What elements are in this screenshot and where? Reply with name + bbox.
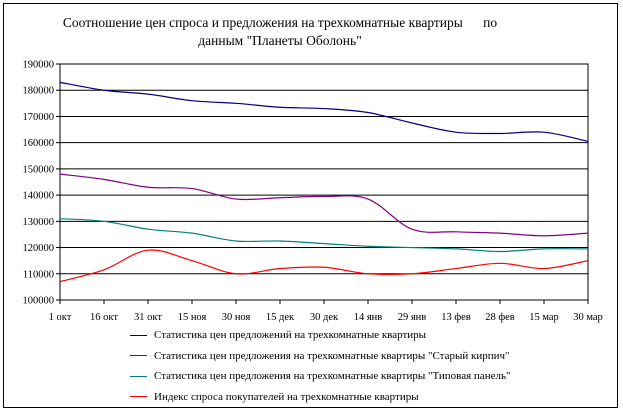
x-tick-label: 16 окт bbox=[90, 312, 118, 323]
legend: Статистика цен предложений на трехкомнат… bbox=[130, 325, 600, 407]
y-tick-label: 130000 bbox=[23, 217, 55, 228]
x-tick-label: 15 дек bbox=[266, 312, 295, 323]
y-tick-label: 190000 bbox=[23, 60, 55, 71]
y-tick-label: 100000 bbox=[23, 296, 55, 307]
legend-item: Статистика цен предложений на трехкомнат… bbox=[130, 325, 600, 346]
y-tick-label: 110000 bbox=[23, 269, 54, 280]
legend-item: Статистика цен предложения на трехкомнат… bbox=[130, 346, 600, 367]
x-tick-label: 30 ноя bbox=[222, 312, 251, 323]
x-tick-label: 15 мар bbox=[529, 312, 559, 323]
legend-swatch bbox=[130, 396, 147, 398]
chart-title: Соотношение цен спроса и предложения на … bbox=[62, 15, 501, 48]
x-tick-label: 29 янв bbox=[398, 312, 427, 323]
series-line bbox=[59, 173, 589, 237]
x-tick-label: 15 ноя bbox=[178, 312, 207, 323]
legend-swatch bbox=[130, 375, 147, 377]
legend-label: Статистика цен предложения на трехкомнат… bbox=[154, 370, 511, 383]
legend-label: Статистика цен предложения на трехкомнат… bbox=[154, 349, 510, 362]
y-tick-label: 120000 bbox=[23, 243, 55, 254]
x-tick-label: 14 янв bbox=[354, 312, 383, 323]
y-tick-label: 150000 bbox=[23, 164, 55, 175]
legend-swatch bbox=[130, 334, 147, 336]
series-line bbox=[59, 81, 589, 142]
series-line bbox=[59, 249, 589, 283]
y-tick-label: 170000 bbox=[23, 112, 55, 123]
x-tick-label: 1 окт bbox=[49, 312, 72, 323]
x-tick-label: 31 окт bbox=[134, 312, 162, 323]
x-tick-label: 30 мар bbox=[573, 312, 603, 323]
x-tick-label: 28 фев bbox=[485, 312, 515, 323]
plot-area bbox=[59, 63, 589, 301]
legend-label: Индекс спроса покупателей на трехкомнатн… bbox=[154, 390, 419, 403]
x-tick-label: 13 фев bbox=[441, 312, 471, 323]
y-tick-label: 180000 bbox=[23, 86, 55, 97]
legend-swatch bbox=[130, 355, 147, 357]
x-tick-label: 30 дек bbox=[310, 312, 339, 323]
legend-label: Статистика цен предложений на трехкомнат… bbox=[154, 329, 427, 342]
legend-item: Статистика цен предложения на трехкомнат… bbox=[130, 366, 600, 387]
series-line bbox=[59, 218, 589, 253]
y-tick-label: 160000 bbox=[23, 138, 55, 149]
y-tick-label: 140000 bbox=[23, 191, 55, 202]
legend-item: Индекс спроса покупателей на трехкомнатн… bbox=[130, 387, 600, 408]
